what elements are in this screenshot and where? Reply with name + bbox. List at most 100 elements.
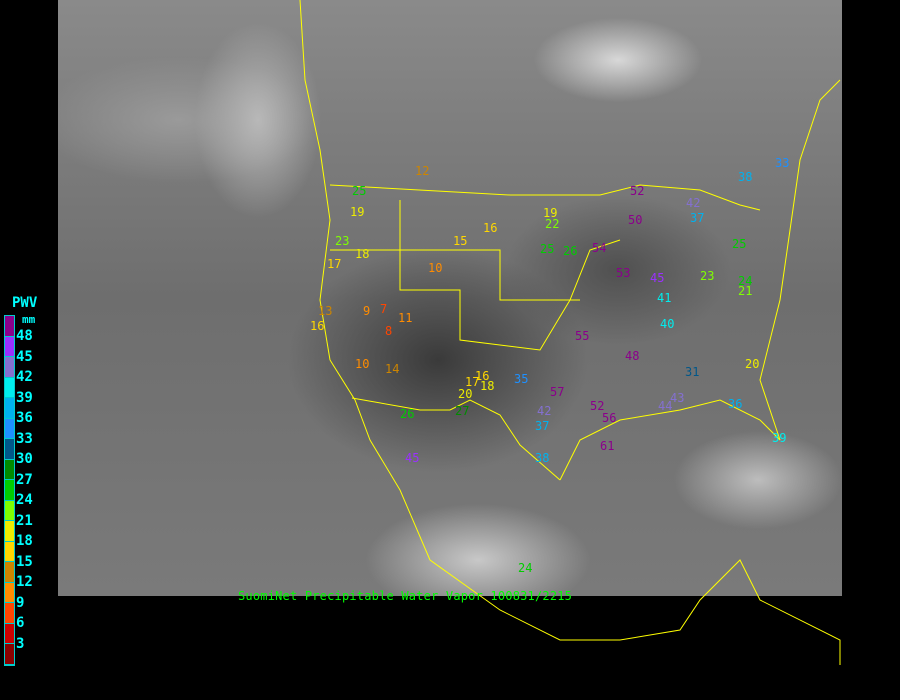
station-pwv-value: 55 bbox=[575, 329, 590, 343]
station-pwv-value: 11 bbox=[398, 311, 413, 325]
legend-label: 45 bbox=[16, 348, 33, 365]
station-pwv-value: 41 bbox=[657, 291, 672, 305]
station-pwv-value: 13 bbox=[318, 304, 333, 318]
station-pwv-value: 40 bbox=[660, 317, 675, 331]
station-pwv-value: 42 bbox=[686, 196, 701, 210]
legend-swatch bbox=[5, 644, 14, 665]
legend-label: 33 bbox=[16, 430, 33, 447]
legend-swatch bbox=[5, 418, 14, 439]
station-pwv-value: 43 bbox=[670, 391, 685, 405]
legend-swatch bbox=[5, 562, 14, 583]
legend-label: 18 bbox=[16, 533, 33, 549]
legend-swatch bbox=[5, 336, 14, 357]
station-pwv-value: 38 bbox=[738, 170, 753, 184]
us-mexico-border bbox=[351, 397, 561, 481]
interior-line bbox=[330, 249, 580, 301]
legend-label: 9 bbox=[16, 594, 25, 611]
interior-line bbox=[399, 200, 621, 351]
station-pwv-value: 53 bbox=[616, 266, 631, 280]
legend-swatch bbox=[5, 357, 14, 378]
station-pwv-value: 17 bbox=[465, 375, 480, 389]
legend-unit: mm bbox=[22, 313, 36, 326]
station-pwv-value: 56 bbox=[602, 411, 617, 425]
legend-colorbar bbox=[4, 315, 15, 666]
legend-label: 39 bbox=[16, 389, 33, 406]
legend-label: 12 bbox=[16, 574, 33, 590]
station-pwv-value: 18 bbox=[480, 379, 495, 393]
station-pwv-value: 16 bbox=[310, 319, 325, 333]
station-pwv-value: 52 bbox=[590, 399, 605, 413]
station-pwv-value: 35 bbox=[514, 372, 529, 386]
station-pwv-value: 20 bbox=[458, 387, 473, 401]
legend-swatch bbox=[5, 541, 14, 562]
station-pwv-value: 50 bbox=[628, 213, 643, 227]
station-pwv-value: 19 bbox=[350, 205, 365, 219]
station-pwv-value: 7 bbox=[380, 302, 388, 316]
station-pwv-value: 12 bbox=[415, 164, 430, 178]
legend-swatch bbox=[5, 316, 14, 337]
legend-swatch bbox=[5, 582, 14, 603]
station-pwv-value: 45 bbox=[650, 271, 665, 285]
station-pwv-value: 36 bbox=[728, 397, 743, 411]
legend-label: 21 bbox=[16, 512, 33, 529]
east-coast bbox=[759, 79, 841, 441]
station-pwv-value: 10 bbox=[355, 357, 370, 371]
station-pwv-value: 39 bbox=[772, 431, 787, 445]
station-pwv-value: 24 bbox=[738, 274, 753, 288]
station-pwv-value: 9 bbox=[363, 304, 371, 318]
station-pwv-value: 26 bbox=[563, 244, 578, 258]
station-pwv-value: 38 bbox=[535, 451, 550, 465]
station-pwv-value: 37 bbox=[690, 211, 705, 225]
station-pwv-value: 57 bbox=[550, 385, 565, 399]
legend-swatch bbox=[5, 521, 14, 542]
legend-swatch bbox=[5, 439, 14, 460]
legend-swatch bbox=[5, 377, 14, 398]
west-coast bbox=[299, 0, 620, 641]
station-pwv-value: 44 bbox=[658, 399, 673, 413]
station-pwv-value: 25 bbox=[540, 242, 555, 256]
legend-label: 6 bbox=[16, 615, 25, 631]
station-pwv-value: 23 bbox=[335, 234, 350, 248]
gulf-coast bbox=[559, 399, 781, 481]
map-caption: SuomiNet Precipitable Water Vapor 100831… bbox=[238, 589, 573, 603]
station-pwv-value: 24 bbox=[518, 561, 533, 575]
station-pwv-value: 18 bbox=[355, 247, 370, 261]
station-pwv-value: 52 bbox=[630, 184, 645, 198]
station-pwv-value: 14 bbox=[385, 362, 400, 376]
station-pwv-value: 25 bbox=[732, 237, 747, 251]
station-pwv-value: 16 bbox=[475, 369, 490, 383]
station-pwv-value: 27 bbox=[455, 404, 470, 418]
legend-label: 24 bbox=[16, 492, 33, 508]
station-pwv-value: 45 bbox=[405, 451, 420, 465]
station-pwv-value: 10 bbox=[428, 261, 443, 275]
legend-swatch bbox=[5, 398, 14, 419]
legend-swatch bbox=[5, 500, 14, 521]
station-pwv-value: 54 bbox=[592, 241, 607, 255]
legend-title: PWV bbox=[12, 295, 38, 311]
station-pwv-value: 20 bbox=[745, 357, 760, 371]
legend-swatch bbox=[5, 623, 14, 644]
mexico-south bbox=[619, 559, 841, 665]
station-pwv-value: 61 bbox=[600, 439, 615, 453]
legend-label: 48 bbox=[16, 328, 33, 344]
legend-swatch bbox=[5, 603, 14, 624]
station-pwv-value: 8 bbox=[385, 324, 393, 338]
station-pwv-value: 16 bbox=[483, 221, 498, 235]
legend-swatch bbox=[5, 480, 14, 501]
station-pwv-value: 26 bbox=[400, 407, 415, 421]
legend-label: 15 bbox=[16, 553, 33, 570]
station-pwv-value: 23 bbox=[700, 269, 715, 283]
station-pwv-value: 19 bbox=[543, 206, 558, 220]
station-pwv-value: 33 bbox=[775, 156, 790, 170]
station-pwv-value: 31 bbox=[685, 365, 700, 379]
station-pwv-value: 22 bbox=[545, 217, 560, 231]
legend-label: 27 bbox=[16, 471, 33, 488]
us-canada-border bbox=[329, 184, 761, 211]
satellite-image bbox=[58, 0, 842, 596]
legend-swatch bbox=[5, 459, 14, 480]
station-pwv-value: 42 bbox=[537, 404, 552, 418]
station-pwv-value: 48 bbox=[625, 349, 640, 363]
station-pwv-value: 25 bbox=[352, 184, 367, 198]
